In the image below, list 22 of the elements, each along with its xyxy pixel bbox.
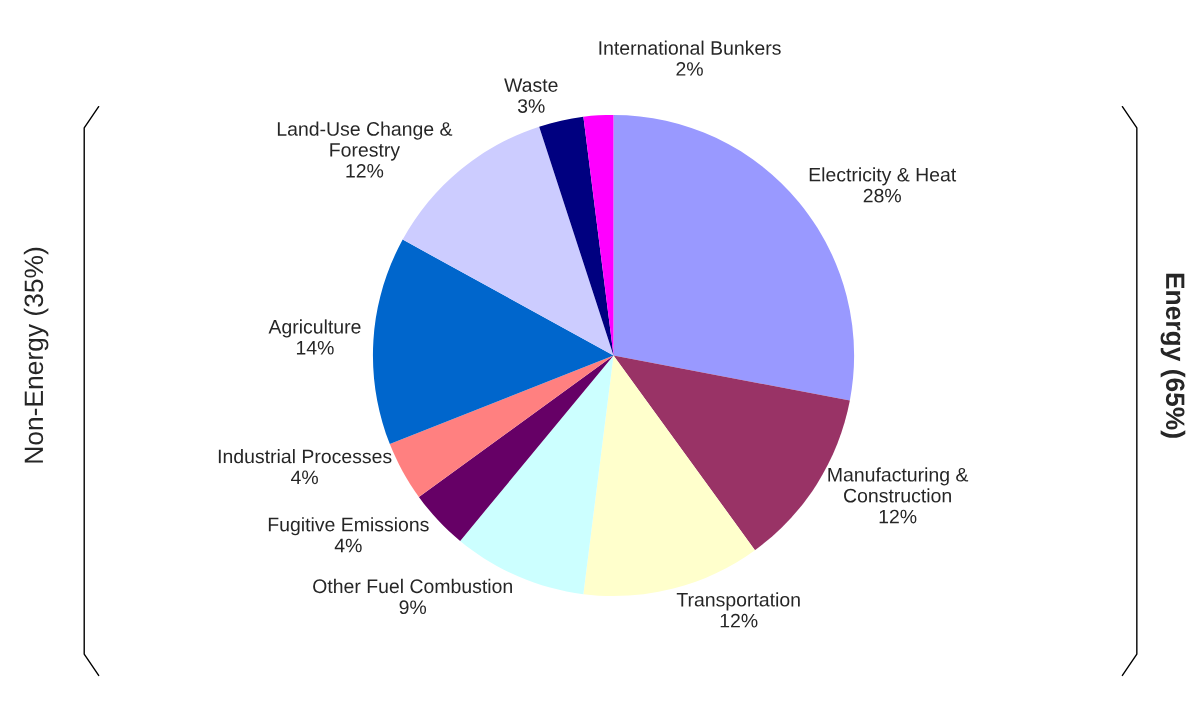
slice-label: Fugitive Emissions (268, 517, 429, 536)
text: Non-Energy (35%) (23, 247, 49, 463)
slice-label: Industrial Processes (218, 449, 392, 464)
slice-label: Transportation (676, 592, 800, 611)
slice-label: Land-Use Change & Forestry (277, 121, 453, 161)
data-label: 2% (676, 62, 703, 76)
data-label: 12% (346, 163, 384, 178)
slice-label: International Bunkers (599, 40, 781, 55)
data-label: 14% (296, 340, 334, 355)
data-label: 4% (334, 538, 362, 553)
data-label: 12% (879, 509, 917, 524)
slice-label: Electricity & Heat (809, 167, 957, 186)
slice-label: Waste (504, 78, 558, 92)
slice-label: Manufacturing & Construction (828, 467, 969, 503)
data-label: 9% (399, 600, 427, 615)
slice-label: Agriculture (268, 319, 361, 338)
data-label: 28% (863, 188, 901, 203)
text: Energy (65%) (1160, 273, 1186, 438)
data-label: 12% (720, 613, 758, 628)
slice-label: Other Fuel Combustion (313, 578, 512, 594)
data-label: 3% (517, 99, 545, 113)
data-label: 4% (291, 470, 318, 485)
